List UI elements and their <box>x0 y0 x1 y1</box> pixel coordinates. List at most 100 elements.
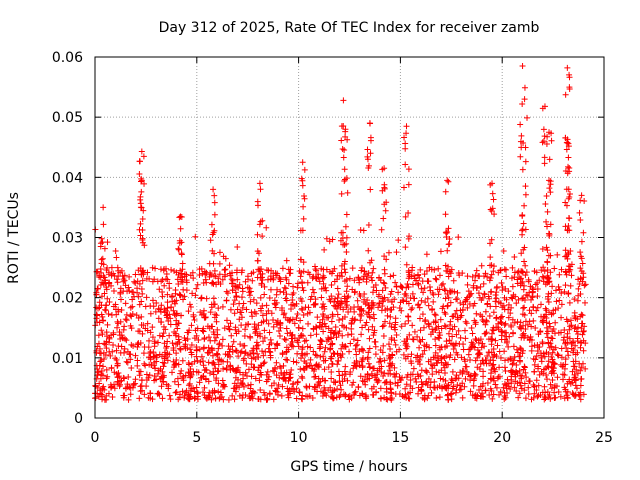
data-point <box>534 293 540 299</box>
data-point <box>565 349 571 355</box>
data-point <box>268 287 274 293</box>
data-point <box>131 279 137 285</box>
data-point <box>563 92 569 98</box>
data-point <box>449 396 455 402</box>
data-point <box>265 369 271 375</box>
data-point <box>494 385 500 391</box>
data-point <box>544 193 550 199</box>
data-point-peak <box>520 63 526 69</box>
data-point <box>402 141 408 147</box>
data-point <box>217 261 223 267</box>
data-point <box>443 211 449 217</box>
data-point <box>562 282 568 288</box>
data-point <box>574 336 580 342</box>
data-point <box>200 358 206 364</box>
data-point <box>445 397 451 403</box>
data-point <box>270 317 276 323</box>
data-point <box>568 283 574 289</box>
data-point <box>432 336 438 342</box>
data-point <box>435 266 441 272</box>
data-point <box>358 268 364 274</box>
data-point <box>264 267 270 273</box>
data-point <box>224 359 230 365</box>
data-point <box>423 368 429 374</box>
data-point <box>499 287 505 293</box>
data-point <box>248 382 254 388</box>
data-point <box>134 290 140 296</box>
data-point <box>511 254 517 260</box>
data-point <box>318 294 324 300</box>
data-point <box>297 366 303 372</box>
data-point <box>556 297 562 303</box>
data-point <box>179 252 185 258</box>
data-point <box>321 247 327 253</box>
y-tick-label: 0.02 <box>52 291 83 307</box>
data-point <box>225 290 231 296</box>
data-point <box>493 292 499 298</box>
data-point <box>518 376 524 382</box>
data-point <box>502 368 508 374</box>
x-tick-label: 5 <box>192 430 201 446</box>
data-point <box>398 308 404 314</box>
data-point <box>578 376 584 382</box>
data-point <box>211 261 217 267</box>
data-point <box>422 299 428 305</box>
data-point <box>438 317 444 323</box>
data-point <box>520 167 526 173</box>
data-point <box>425 278 431 284</box>
data-point <box>487 254 493 260</box>
data-point <box>549 283 555 289</box>
data-point <box>443 311 449 317</box>
data-point <box>387 346 393 352</box>
data-point <box>446 331 452 337</box>
data-point <box>342 269 348 275</box>
data-point <box>109 394 115 400</box>
data-point <box>437 272 443 278</box>
data-point <box>254 232 260 238</box>
data-point <box>236 301 242 307</box>
data-point <box>302 167 308 173</box>
data-point <box>530 290 536 296</box>
data-point <box>294 311 300 317</box>
data-point <box>305 321 311 327</box>
data-point <box>364 320 370 326</box>
data-point <box>312 264 318 270</box>
data-point <box>228 333 234 339</box>
data-point <box>172 379 178 385</box>
data-point <box>462 328 468 334</box>
data-point <box>470 331 476 337</box>
data-point <box>516 353 522 359</box>
data-point <box>158 266 164 272</box>
data-point <box>548 354 554 360</box>
data-point <box>282 285 288 291</box>
data-point <box>384 386 390 392</box>
data-point <box>444 229 450 235</box>
data-point <box>402 146 408 152</box>
data-point <box>364 279 370 285</box>
data-point <box>173 350 179 356</box>
data-point <box>291 358 297 364</box>
data-point <box>329 318 335 324</box>
data-point <box>541 126 547 132</box>
data-point <box>397 305 403 311</box>
data-point <box>361 228 367 234</box>
data-point <box>336 317 342 323</box>
data-point <box>482 322 488 328</box>
data-point <box>517 154 523 160</box>
data-point <box>532 362 538 368</box>
data-point <box>402 244 408 250</box>
data-point <box>393 249 399 255</box>
data-point <box>473 311 479 317</box>
data-point <box>417 315 423 321</box>
data-point <box>360 363 366 369</box>
data-point <box>565 155 571 161</box>
data-point <box>429 326 435 332</box>
data-point <box>314 314 320 320</box>
data-point <box>100 221 106 227</box>
data-point <box>517 359 523 365</box>
data-point <box>300 326 306 332</box>
data-point <box>298 273 304 279</box>
data-point <box>303 337 309 343</box>
data-point <box>579 239 585 245</box>
data-point <box>310 287 316 293</box>
